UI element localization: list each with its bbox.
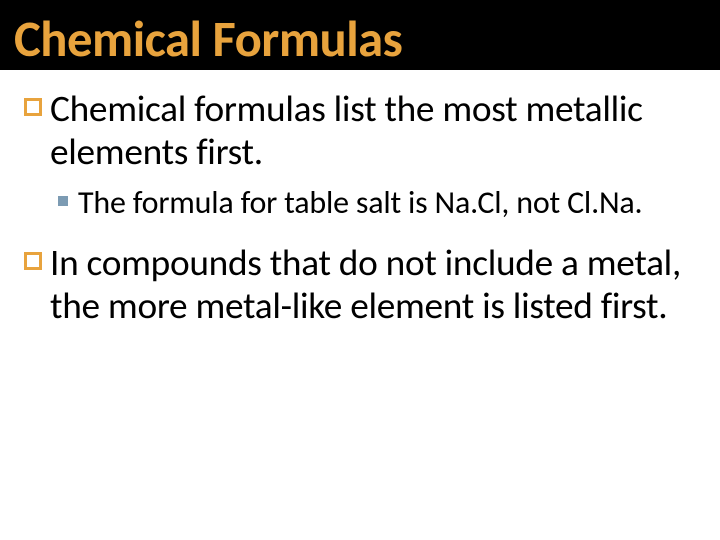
slide-title: Chemical Formulas xyxy=(14,8,706,70)
hollow-square-icon xyxy=(24,98,42,116)
bullet-text: The formula for table salt is Na.Cl, not… xyxy=(78,184,642,222)
solid-square-icon xyxy=(58,196,68,206)
list-item: The formula for table salt is Na.Cl, not… xyxy=(58,184,696,222)
list-item: In compounds that do not include a metal… xyxy=(24,242,696,328)
bullet-text: Chemical formulas list the most metallic… xyxy=(50,88,696,174)
list-item: Chemical formulas list the most metallic… xyxy=(24,88,696,174)
hollow-square-icon xyxy=(24,252,42,270)
slide-content: Chemical formulas list the most metallic… xyxy=(0,70,720,328)
title-band: Chemical Formulas xyxy=(0,0,720,70)
slide: Chemical Formulas Chemical formulas list… xyxy=(0,0,720,540)
bullet-text: In compounds that do not include a metal… xyxy=(50,242,696,328)
